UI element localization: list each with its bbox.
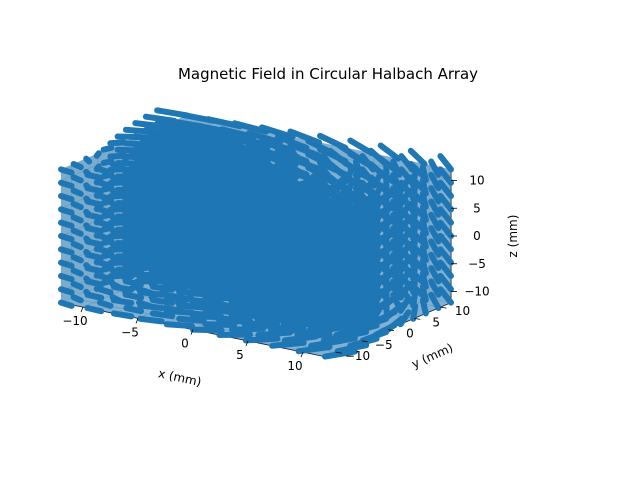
field-vector bbox=[122, 126, 153, 135]
field-vector bbox=[377, 142, 402, 162]
z-tick-label: −5 bbox=[468, 257, 486, 271]
x-tick-label: 10 bbox=[287, 359, 302, 373]
x-tick-label: 0 bbox=[181, 337, 189, 351]
y-tick bbox=[387, 329, 395, 331]
field-vector bbox=[287, 128, 322, 146]
y-tick-label: 10 bbox=[455, 304, 470, 318]
x-tick-label: −10 bbox=[62, 314, 87, 328]
x-tick bbox=[80, 306, 84, 313]
field-vector bbox=[322, 348, 358, 360]
y-tick bbox=[440, 306, 447, 309]
field-vector bbox=[258, 124, 296, 140]
y-tick-label: −5 bbox=[375, 338, 393, 352]
x-tick-label: 5 bbox=[236, 348, 244, 362]
field-vectors bbox=[58, 107, 454, 360]
y-tick-label: 0 bbox=[406, 327, 414, 341]
x-tick bbox=[300, 351, 304, 358]
axes-ticks: −10 −5 0 5 10 −10 −5 0 5 10 −10 −5 0 5 10 bbox=[62, 174, 489, 374]
chart-title: Magnetic Field in Circular Halbach Array bbox=[178, 65, 478, 83]
z-axis-label: z (mm) bbox=[506, 215, 520, 258]
z-tick-label: 5 bbox=[473, 201, 481, 215]
field-vector bbox=[334, 342, 370, 355]
z-tick-label: 10 bbox=[469, 174, 484, 188]
y-tick-label: −10 bbox=[345, 349, 370, 363]
x-tick bbox=[135, 318, 139, 324]
field-vector bbox=[58, 299, 75, 309]
x-tick bbox=[190, 329, 194, 335]
field-vector bbox=[84, 305, 105, 315]
field-vector bbox=[407, 147, 428, 167]
field-vector bbox=[107, 139, 127, 147]
field-vector bbox=[100, 144, 115, 153]
field-vector bbox=[231, 120, 270, 135]
x-tick-label: −5 bbox=[121, 325, 139, 339]
y-tick bbox=[414, 317, 421, 320]
y-tick bbox=[361, 340, 368, 343]
y-tick-label: 5 bbox=[432, 315, 440, 329]
z-tick-label: −10 bbox=[464, 285, 489, 299]
field-vector bbox=[437, 153, 454, 173]
z-tick-label: 0 bbox=[473, 229, 481, 243]
field-vector bbox=[132, 120, 165, 130]
y-tick bbox=[335, 351, 342, 354]
x-tick bbox=[245, 340, 249, 346]
field-vector-mass bbox=[61, 115, 451, 357]
